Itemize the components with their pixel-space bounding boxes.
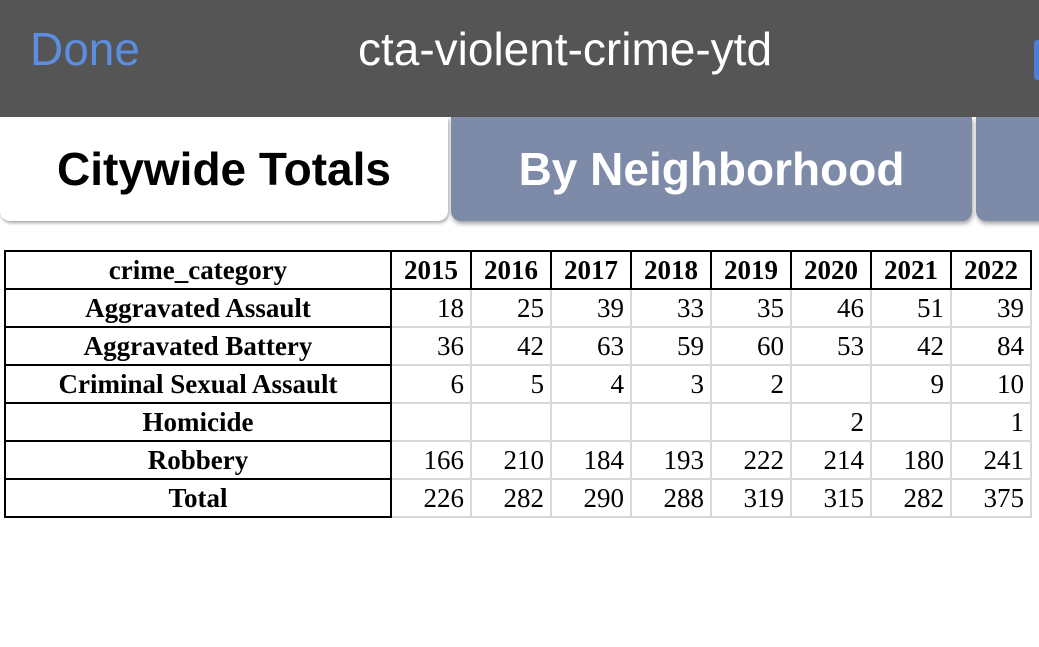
data-table: crime_category 2015 2016 2017 2018 2019 2020 20… [4, 250, 1032, 518]
document-title: cta-violent-crime-ytd [357, 23, 773, 75]
tab[interactable]: By Neighborhood [451, 117, 972, 221]
table-cell: 18 [390, 288, 472, 328]
table-row: Criminal Sexual Assault 6 5 4 3 2 9 10 [4, 364, 1032, 404]
table-cell: 36 [390, 326, 472, 366]
tab-active[interactable]: Citywide Totals [0, 117, 448, 221]
column-header: 2022 [950, 250, 1032, 290]
table-cell: 166 [390, 440, 472, 480]
table-cell [870, 402, 952, 442]
table-cell [390, 402, 472, 442]
row-label: Aggravated Battery [4, 326, 392, 366]
table-cell: 319 [710, 478, 792, 518]
table-cell [550, 402, 632, 442]
column-header: 2017 [550, 250, 632, 290]
row-label: Total [4, 478, 392, 518]
column-header: 2018 [630, 250, 712, 290]
table-cell: 4 [550, 364, 632, 404]
table-cell [470, 402, 552, 442]
table-cell: 226 [390, 478, 472, 518]
row-label: Aggravated Assault [4, 288, 392, 328]
tab-bar: Citywide Totals By Neighborhood [0, 117, 1039, 227]
table-cell: 35 [710, 288, 792, 328]
toolbar-icon[interactable] [1034, 40, 1039, 80]
table-cell [710, 402, 792, 442]
table-cell: 9 [870, 364, 952, 404]
table-cell: 51 [870, 288, 952, 328]
table-row: Total 226 282 290 288 319 315 282 375 [4, 478, 1032, 518]
table-cell: 5 [470, 364, 552, 404]
row-label: Criminal Sexual Assault [4, 364, 392, 404]
table-cell: 42 [870, 326, 952, 366]
tab[interactable] [976, 117, 1039, 221]
table-cell [790, 364, 872, 404]
table-cell: 33 [630, 288, 712, 328]
column-header: 2016 [470, 250, 552, 290]
table-row: Aggravated Assault 18 25 39 33 35 46 51 39 [4, 288, 1032, 328]
row-label: Homicide [4, 402, 392, 442]
table-cell: 39 [550, 288, 632, 328]
table-cell: 241 [950, 440, 1032, 480]
table-row: Robbery 166 210 184 193 222 214 180 241 [4, 440, 1032, 480]
table-cell: 6 [390, 364, 472, 404]
column-header: 2015 [390, 250, 472, 290]
table-cell: 282 [470, 478, 552, 518]
table-cell: 25 [470, 288, 552, 328]
table-cell: 210 [470, 440, 552, 480]
table-cell: 375 [950, 478, 1032, 518]
table-cell: 46 [790, 288, 872, 328]
column-header: 2021 [870, 250, 952, 290]
table-cell: 214 [790, 440, 872, 480]
table-cell: 315 [790, 478, 872, 518]
table-cell: 84 [950, 326, 1032, 366]
table-cell: 3 [630, 364, 712, 404]
navigation-bar: Done cta-violent-crime-ytd [0, 0, 1039, 117]
row-label: Robbery [4, 440, 392, 480]
table-row: Homicide 2 1 [4, 402, 1032, 442]
table-cell: 2 [710, 364, 792, 404]
table-cell: 2 [790, 402, 872, 442]
table-cell: 282 [870, 478, 952, 518]
done-button[interactable]: Done [30, 23, 140, 75]
column-header: 2020 [790, 250, 872, 290]
table-cell: 288 [630, 478, 712, 518]
table-cell: 63 [550, 326, 632, 366]
table-cell: 59 [630, 326, 712, 366]
table-cell: 193 [630, 440, 712, 480]
table-row: Aggravated Battery 36 42 63 59 60 53 42 84 [4, 326, 1032, 366]
table-cell [630, 402, 712, 442]
header-row: crime_category 2015 2016 2017 2018 2019 2020 20… [4, 250, 1032, 290]
table-cell: 222 [710, 440, 792, 480]
table-cell: 39 [950, 288, 1032, 328]
column-header: 2019 [710, 250, 792, 290]
table-cell: 60 [710, 326, 792, 366]
table-cell: 180 [870, 440, 952, 480]
table-cell: 290 [550, 478, 632, 518]
table-cell: 53 [790, 326, 872, 366]
column-header: crime_category [4, 250, 392, 290]
table-cell: 42 [470, 326, 552, 366]
table-cell: 184 [550, 440, 632, 480]
table-cell: 10 [950, 364, 1032, 404]
table-cell: 1 [950, 402, 1032, 442]
